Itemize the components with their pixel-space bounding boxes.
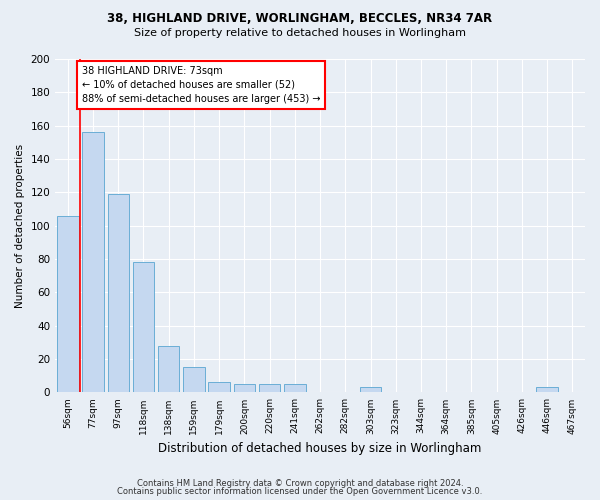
Bar: [284, 384, 305, 392]
Bar: [183, 368, 205, 392]
Bar: [259, 384, 280, 392]
Bar: [107, 194, 129, 392]
Text: 38, HIGHLAND DRIVE, WORLINGHAM, BECCLES, NR34 7AR: 38, HIGHLAND DRIVE, WORLINGHAM, BECCLES,…: [107, 12, 493, 26]
Bar: [158, 346, 179, 393]
Bar: [233, 384, 255, 392]
Text: Contains HM Land Registry data © Crown copyright and database right 2024.: Contains HM Land Registry data © Crown c…: [137, 478, 463, 488]
Bar: [82, 132, 104, 392]
Bar: [208, 382, 230, 392]
Text: Contains public sector information licensed under the Open Government Licence v3: Contains public sector information licen…: [118, 488, 482, 496]
Text: Size of property relative to detached houses in Worlingham: Size of property relative to detached ho…: [134, 28, 466, 38]
Y-axis label: Number of detached properties: Number of detached properties: [15, 144, 25, 308]
Bar: [536, 388, 558, 392]
Text: 38 HIGHLAND DRIVE: 73sqm
← 10% of detached houses are smaller (52)
88% of semi-d: 38 HIGHLAND DRIVE: 73sqm ← 10% of detach…: [82, 66, 320, 104]
Bar: [133, 262, 154, 392]
X-axis label: Distribution of detached houses by size in Worlingham: Distribution of detached houses by size …: [158, 442, 482, 455]
Bar: [57, 216, 79, 392]
Bar: [360, 388, 381, 392]
